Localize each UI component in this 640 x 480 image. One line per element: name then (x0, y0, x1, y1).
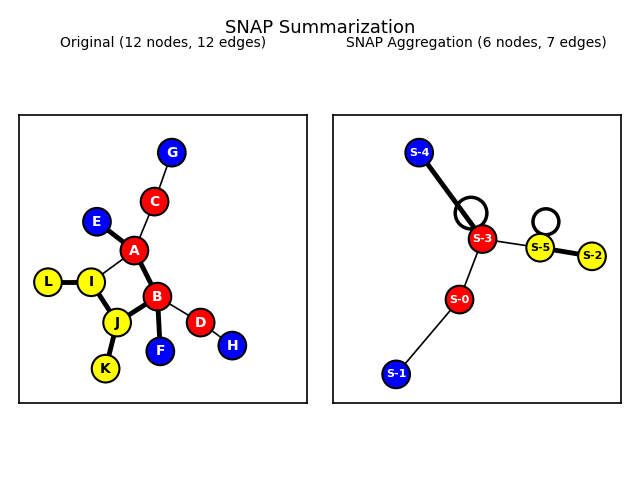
Text: SNAP Summarization: SNAP Summarization (225, 19, 415, 37)
Text: I: I (88, 275, 94, 289)
Text: H: H (227, 338, 238, 353)
Circle shape (218, 332, 246, 360)
Text: J: J (115, 315, 120, 330)
Text: S-5: S-5 (530, 243, 550, 252)
Text: F: F (156, 344, 165, 359)
Text: S-3: S-3 (472, 234, 493, 244)
Circle shape (578, 242, 606, 270)
Text: L: L (44, 275, 52, 289)
Text: Original (12 nodes, 12 edges): Original (12 nodes, 12 edges) (60, 36, 266, 50)
Text: C: C (149, 194, 160, 209)
Text: D: D (195, 315, 206, 330)
Circle shape (103, 309, 131, 336)
Text: SNAP Aggregation (6 nodes, 7 edges): SNAP Aggregation (6 nodes, 7 edges) (346, 36, 607, 50)
Circle shape (34, 268, 62, 296)
Circle shape (143, 283, 172, 311)
Circle shape (445, 286, 474, 313)
Circle shape (382, 360, 410, 388)
Text: K: K (100, 361, 111, 376)
Text: G: G (166, 145, 177, 160)
Text: B: B (152, 289, 163, 304)
Circle shape (468, 225, 497, 253)
Circle shape (77, 268, 105, 296)
Text: S-1: S-1 (386, 370, 406, 379)
Text: E: E (92, 215, 102, 229)
Circle shape (141, 188, 168, 216)
Circle shape (120, 237, 148, 264)
Text: A: A (129, 243, 140, 258)
Text: S-0: S-0 (449, 295, 470, 304)
Circle shape (147, 337, 174, 365)
Circle shape (83, 208, 111, 236)
Circle shape (158, 139, 186, 167)
Circle shape (526, 234, 554, 262)
Circle shape (187, 309, 214, 336)
Circle shape (405, 139, 433, 167)
Text: S-2: S-2 (582, 252, 602, 261)
Text: S-4: S-4 (409, 148, 429, 157)
Circle shape (92, 355, 120, 383)
